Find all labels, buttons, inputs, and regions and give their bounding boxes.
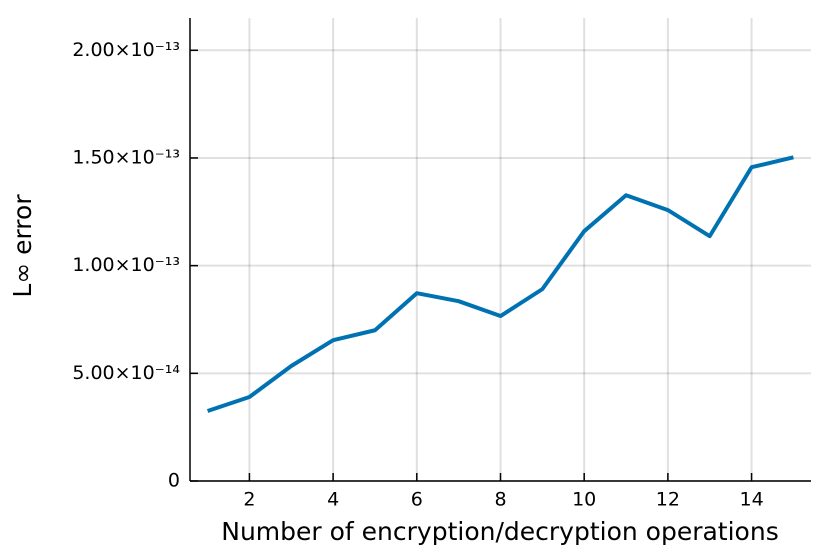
x-tick-label: 8 xyxy=(494,489,506,511)
x-tick-label: 2 xyxy=(243,489,255,511)
x-tick-label: 12 xyxy=(656,489,680,511)
x-tick-label: 4 xyxy=(327,489,339,511)
y-tick-label: 5.00×10⁻¹⁴ xyxy=(72,362,180,384)
x-axis-label: Number of encryption/decryption operatio… xyxy=(221,517,778,546)
x-tick-label: 6 xyxy=(411,489,423,511)
y-tick-label: 1.50×10⁻¹³ xyxy=(72,146,180,168)
y-tick-label: 1.00×10⁻¹³ xyxy=(72,254,180,276)
x-tick-label: 14 xyxy=(739,489,763,511)
x-tick-label: 10 xyxy=(572,489,596,511)
data-line xyxy=(206,155,794,413)
y-tick-label: 2.00×10⁻¹³ xyxy=(72,39,180,61)
y-axis-label: L∞ error xyxy=(8,194,37,298)
y-tick-label: 0 xyxy=(168,470,180,492)
